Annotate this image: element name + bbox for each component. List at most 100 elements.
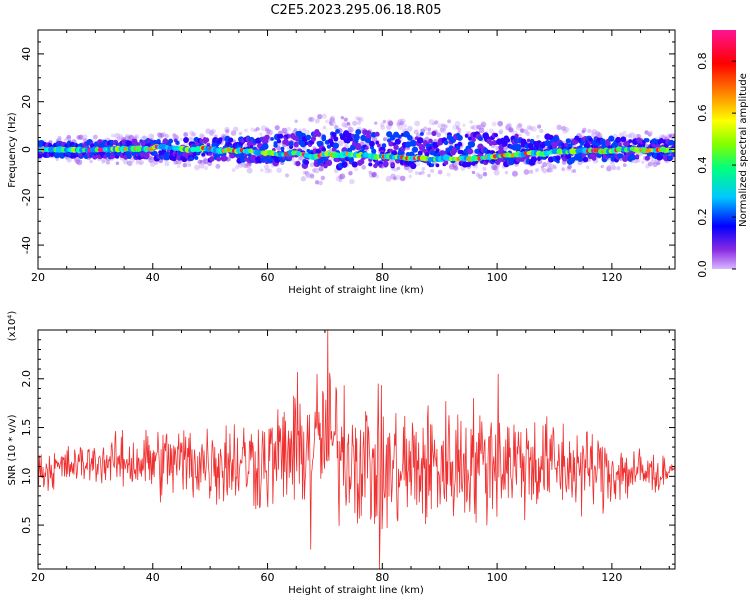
spectrogram-blob [183, 137, 190, 143]
spectrogram-blob [420, 170, 425, 175]
spectrogram-blob [468, 141, 476, 148]
spectrogram-blob [567, 143, 573, 149]
spectrogram-blob [482, 171, 488, 177]
spectrogram-blob [582, 127, 587, 133]
colorbar-label: Normalized spectral amplitude [738, 73, 749, 227]
spectrogram-blob [341, 121, 347, 128]
spectrogram-blob [82, 138, 87, 143]
spectrogram-blob [430, 163, 435, 168]
spectrogram-blob [92, 134, 98, 140]
spectrogram-blob [128, 161, 133, 167]
spectrogram-blob [293, 142, 299, 148]
spectrogram-xtick-label: 100 [487, 271, 508, 284]
spectrogram-blob [516, 122, 523, 129]
spectrogram-blob [300, 176, 307, 182]
spectrogram-blob [488, 128, 494, 134]
spectrogram-blob [462, 123, 466, 127]
spectrogram-blob [648, 130, 653, 136]
spectrogram-blob [339, 173, 346, 180]
spectrogram-blob [249, 154, 257, 162]
figure-title: C2E5.2023.295.06.18.R05 [270, 3, 441, 18]
spectrogram-ytick-label: 20 [20, 95, 33, 109]
spectrogram-blob [454, 120, 461, 127]
snr-ytick-label: 1.5 [20, 419, 33, 437]
spectrogram-blob [194, 155, 199, 160]
snr-xtick-label: 60 [261, 571, 275, 584]
spectrogram-blob [388, 141, 394, 147]
spectrogram-blob [294, 119, 298, 123]
spectrogram-blob [276, 145, 281, 151]
spectrogram-blob [582, 156, 589, 163]
spectrogram-blob [430, 168, 435, 173]
spectrogram-blob [286, 126, 291, 132]
spectrogram-blob [377, 143, 381, 148]
spectrogram-blob [409, 139, 417, 147]
spectrogram-blob [183, 132, 189, 137]
spectrogram-blob [203, 165, 209, 171]
spectrogram-blob [622, 130, 627, 134]
spectrogram-blob [563, 126, 570, 133]
spectrogram-blob [477, 136, 483, 142]
spectrogram-blob [399, 118, 406, 125]
spectrogram-blob [371, 136, 378, 142]
spectrogram-blob [492, 164, 499, 171]
spectrogram-blob [256, 127, 261, 131]
spectrogram-blob [353, 133, 360, 141]
spectrogram-blob [149, 134, 155, 139]
spectrogram-blob [320, 175, 326, 181]
spectrogram-blob [506, 123, 511, 128]
spectrogram-blob [555, 155, 561, 161]
spectrogram-blob [274, 125, 280, 131]
spectrogram-blob [608, 135, 615, 142]
spectrogram-blob [295, 160, 301, 167]
spectrogram-blob [393, 176, 397, 181]
spectrogram-blob [349, 178, 355, 185]
spectrogram-blob [394, 138, 401, 145]
spectrogram-blob [455, 125, 460, 130]
spectrogram-blob [304, 141, 309, 146]
spectrogram-blob [617, 142, 622, 147]
spectrogram-blob [223, 156, 228, 161]
spectrogram-blob [658, 133, 665, 140]
spectrogram-blob [431, 130, 437, 136]
spectrogram-blob [321, 147, 327, 152]
spectrogram-blob [397, 134, 402, 139]
spectrogram-blob [164, 151, 171, 158]
spectrogram-blob [309, 173, 315, 178]
spectrogram-blob [514, 133, 519, 138]
spectrogram-blob [442, 127, 447, 132]
spectrogram-blob [364, 146, 369, 150]
spectrogram-blob [187, 163, 192, 168]
spectrogram-blob [551, 144, 558, 150]
spectrogram-blob [565, 138, 571, 144]
spectrogram-blob [355, 129, 362, 135]
spectrogram-blob [467, 148, 474, 155]
spectrogram-plot: 20 40 60 80 100 120 -40 -20 0 20 40 Height of stra… [7, 29, 676, 296]
spectrogram-blob [307, 117, 313, 122]
spectrogram-blob [266, 129, 273, 136]
spectrogram-blob [393, 144, 399, 151]
spectrogram-blob [361, 165, 367, 170]
spectrogram-blob [588, 137, 593, 142]
spectrogram-blob [63, 138, 68, 142]
spectrogram-blob [309, 174, 315, 179]
spectrogram-blob [309, 162, 315, 168]
spectrogram-blob [189, 130, 195, 136]
spectrogram-blob [542, 168, 548, 174]
spectrogram-blob [427, 173, 431, 178]
spectrogram-blob [330, 120, 337, 127]
snr-plot: 20 40 60 80 100 120 0.5 1.0 1.5 2.0 Height of str… [7, 311, 676, 596]
spectrogram-blob [501, 140, 508, 147]
spectrogram-blob [310, 136, 317, 142]
spectrogram-blob [348, 157, 355, 163]
spectrogram-blob [149, 139, 154, 145]
spectrogram-blob [667, 155, 673, 161]
spectrogram-blob [340, 116, 345, 120]
spectrogram-xtick-label: 60 [261, 271, 275, 284]
spectrogram-blob [371, 148, 377, 154]
spectrogram-blob [116, 136, 121, 141]
spectrogram-blob [535, 168, 539, 172]
spectrogram-blob [139, 160, 144, 165]
spectrogram-blob [382, 160, 389, 167]
